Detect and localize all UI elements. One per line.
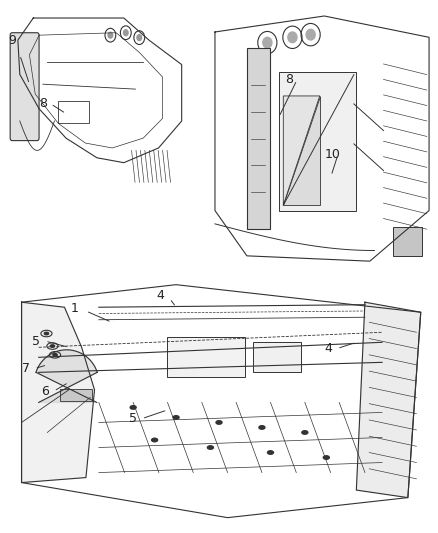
Polygon shape <box>357 302 421 498</box>
Text: 10: 10 <box>324 148 340 161</box>
Bar <box>60 389 92 401</box>
Circle shape <box>137 35 141 41</box>
Circle shape <box>263 37 272 48</box>
Text: 7: 7 <box>21 362 29 375</box>
Circle shape <box>216 421 222 424</box>
Polygon shape <box>21 302 95 482</box>
Text: 4: 4 <box>324 342 332 355</box>
Polygon shape <box>283 96 320 205</box>
Circle shape <box>44 332 49 335</box>
Circle shape <box>173 416 179 419</box>
Circle shape <box>306 29 315 40</box>
Text: 5: 5 <box>129 412 137 425</box>
Text: 9: 9 <box>8 34 16 46</box>
Bar <box>247 48 270 229</box>
Text: 5: 5 <box>32 335 40 348</box>
Circle shape <box>152 438 158 442</box>
Circle shape <box>259 426 265 429</box>
Circle shape <box>50 345 55 348</box>
Circle shape <box>268 451 273 454</box>
Text: 8: 8 <box>286 74 293 86</box>
Circle shape <box>323 456 329 459</box>
Polygon shape <box>283 96 320 205</box>
Text: 4: 4 <box>157 289 165 302</box>
Bar <box>58 101 89 124</box>
Bar <box>167 337 245 377</box>
Circle shape <box>130 406 136 409</box>
Text: 6: 6 <box>41 385 49 398</box>
Bar <box>279 72 356 211</box>
Circle shape <box>124 30 128 36</box>
Bar <box>392 227 422 256</box>
Text: 8: 8 <box>39 98 47 110</box>
Circle shape <box>208 446 213 449</box>
Circle shape <box>53 353 57 356</box>
Circle shape <box>288 32 297 43</box>
Circle shape <box>108 32 113 38</box>
Circle shape <box>302 431 308 434</box>
Text: 1: 1 <box>71 302 79 315</box>
Polygon shape <box>36 350 97 402</box>
Bar <box>253 342 300 373</box>
FancyBboxPatch shape <box>10 33 39 141</box>
